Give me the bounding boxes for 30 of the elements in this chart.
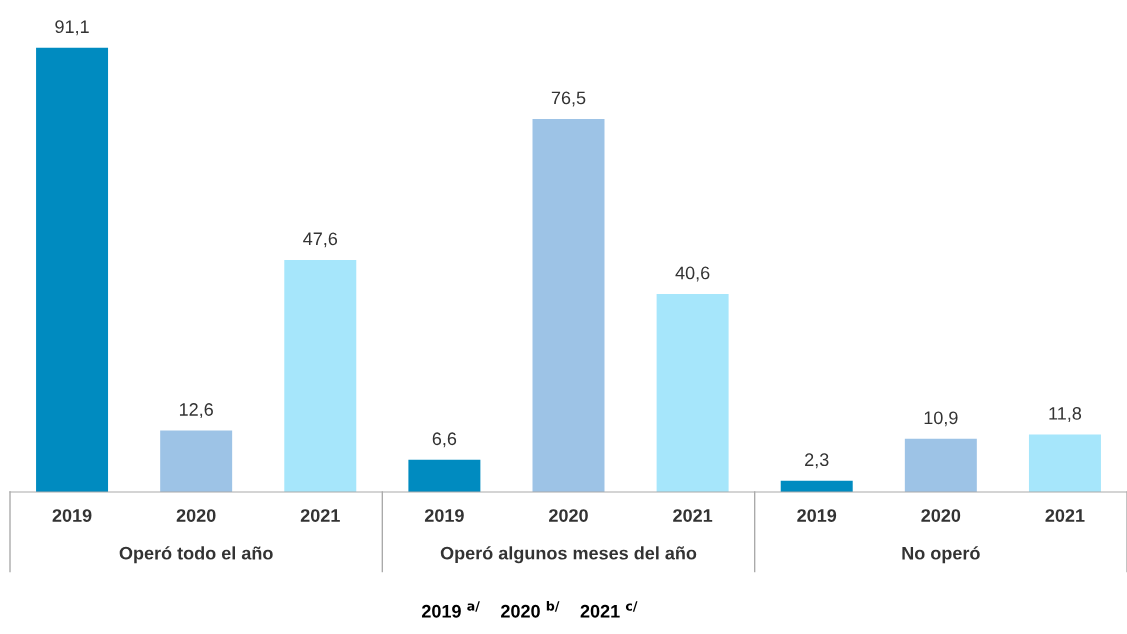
series-label: 2020	[176, 509, 216, 522]
x-tick-label: No operó	[902, 546, 980, 564]
text: 2019	[424, 509, 464, 522]
data-label: 12,6	[179, 403, 213, 419]
data-label: 40,6	[675, 266, 710, 282]
data-label: 10,9	[924, 411, 958, 427]
bar	[1028, 434, 1101, 492]
data-label: 76,5	[551, 91, 586, 107]
text: 2021	[673, 509, 713, 522]
data-label: 11,8	[1049, 406, 1082, 422]
data-label: 2,3	[805, 453, 829, 469]
bar	[284, 259, 357, 492]
bar	[904, 438, 977, 492]
bar	[532, 118, 605, 492]
bar	[656, 294, 729, 492]
bar	[408, 459, 481, 492]
x-tick-label: Operó algunos meses del año	[440, 546, 697, 564]
bar	[160, 430, 233, 492]
text: 2020	[921, 509, 961, 522]
bar	[36, 47, 109, 492]
series-label: 2021	[300, 509, 340, 522]
x-tick-label: Operó todo el año	[119, 546, 273, 564]
data-label: 6,6	[432, 432, 457, 448]
data-label: 91,1	[55, 20, 89, 36]
text: 2019	[797, 509, 837, 522]
text: 2020	[549, 509, 588, 522]
data-label: 47,6	[303, 232, 338, 248]
text: 2021	[1045, 509, 1085, 522]
series-label: 2019	[52, 509, 92, 522]
text: 2019 $^{a/}$ 2020 $^{b/}$ 2021 $^{c/}$	[421, 600, 638, 618]
